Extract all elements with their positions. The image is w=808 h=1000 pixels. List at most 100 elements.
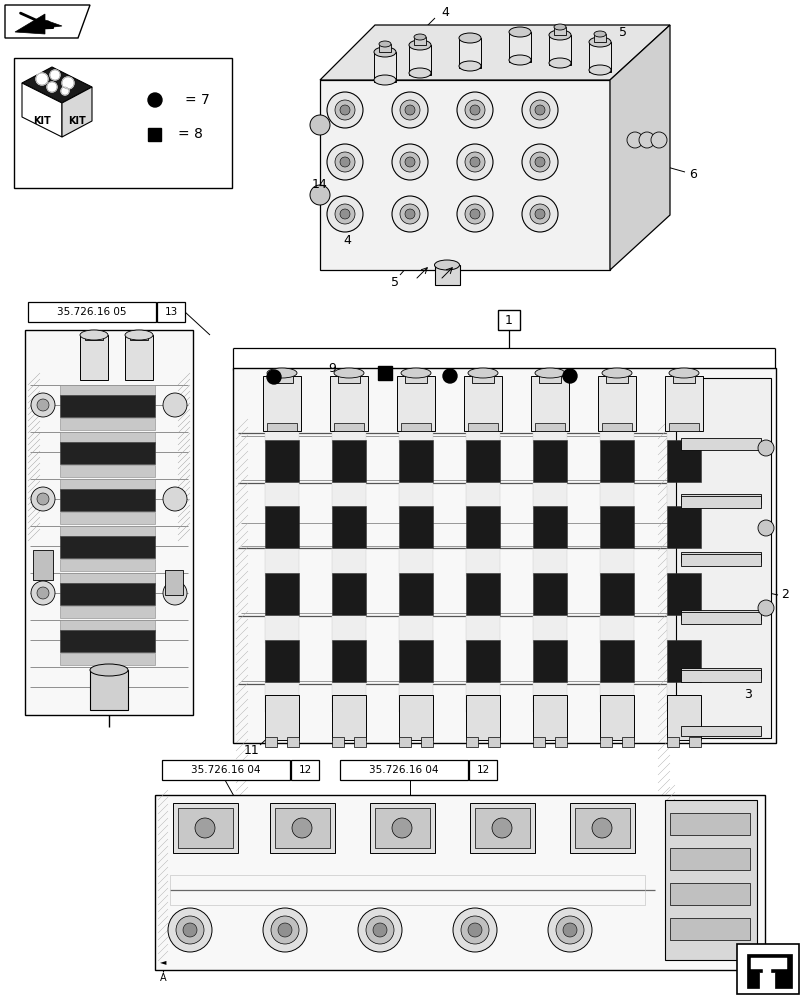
Polygon shape	[320, 80, 610, 270]
Bar	[265, 615, 299, 643]
Bar	[535, 423, 565, 431]
Bar	[533, 640, 567, 682]
Bar	[466, 548, 500, 576]
Circle shape	[405, 209, 415, 219]
Bar	[60, 630, 155, 652]
Bar	[600, 695, 634, 740]
Bar	[263, 376, 301, 431]
Bar	[676, 378, 771, 738]
Circle shape	[340, 209, 350, 219]
Text: 9: 9	[328, 362, 336, 375]
Circle shape	[267, 370, 281, 384]
Bar	[265, 431, 299, 443]
Ellipse shape	[80, 330, 108, 340]
Ellipse shape	[549, 58, 571, 68]
Bar	[375, 808, 430, 848]
Bar	[681, 612, 761, 624]
Bar	[334, 423, 364, 431]
Circle shape	[327, 196, 363, 232]
Bar	[555, 737, 567, 747]
Circle shape	[292, 818, 312, 838]
Polygon shape	[62, 87, 92, 137]
Bar	[291, 760, 319, 780]
Circle shape	[457, 144, 493, 180]
Circle shape	[535, 209, 545, 219]
Bar	[332, 615, 366, 643]
Circle shape	[310, 185, 330, 205]
Bar	[598, 376, 636, 431]
Bar	[265, 506, 299, 548]
Bar	[681, 552, 761, 562]
Bar	[338, 371, 360, 383]
Bar	[600, 440, 634, 482]
Bar	[533, 573, 567, 615]
Ellipse shape	[409, 68, 431, 78]
Ellipse shape	[334, 368, 364, 378]
Bar	[265, 548, 299, 576]
Bar	[600, 431, 634, 443]
Bar	[405, 371, 427, 383]
Circle shape	[470, 105, 480, 115]
Bar	[533, 440, 567, 482]
Bar	[533, 482, 567, 509]
Bar	[466, 440, 500, 482]
Bar	[60, 465, 155, 477]
Bar	[533, 737, 545, 747]
Bar	[667, 682, 701, 712]
Circle shape	[61, 87, 69, 95]
Ellipse shape	[90, 664, 128, 676]
Bar	[509, 32, 531, 62]
Bar	[265, 573, 299, 615]
Bar	[178, 808, 233, 848]
Bar	[681, 554, 761, 566]
Circle shape	[50, 70, 60, 80]
Circle shape	[163, 581, 187, 605]
Bar	[466, 482, 500, 509]
Bar	[622, 737, 634, 747]
Circle shape	[263, 908, 307, 952]
Bar	[60, 489, 155, 511]
Ellipse shape	[401, 368, 431, 378]
Bar	[554, 27, 566, 35]
Text: 13: 13	[164, 307, 178, 317]
Circle shape	[163, 393, 187, 417]
Circle shape	[535, 157, 545, 167]
Bar	[60, 385, 155, 397]
Text: 12: 12	[477, 765, 490, 775]
Ellipse shape	[414, 34, 426, 40]
Bar	[670, 848, 750, 870]
Circle shape	[327, 144, 363, 180]
Text: 35.726.16 04: 35.726.16 04	[369, 765, 439, 775]
Bar	[60, 620, 155, 632]
Bar	[157, 302, 185, 322]
Bar	[570, 803, 635, 853]
Bar	[667, 440, 701, 482]
Circle shape	[340, 157, 350, 167]
Bar	[667, 431, 701, 443]
Bar	[602, 423, 632, 431]
Circle shape	[530, 152, 550, 172]
Bar	[332, 695, 366, 740]
Bar	[399, 506, 433, 548]
Bar	[60, 573, 155, 585]
Polygon shape	[22, 67, 92, 103]
Circle shape	[278, 923, 292, 937]
Bar	[60, 536, 155, 558]
Bar	[600, 548, 634, 576]
Circle shape	[31, 393, 55, 417]
Circle shape	[392, 144, 428, 180]
Text: KIT: KIT	[68, 116, 86, 126]
Bar	[689, 737, 701, 747]
Circle shape	[443, 369, 457, 383]
Ellipse shape	[374, 47, 396, 57]
Bar	[85, 330, 103, 340]
Bar	[409, 45, 431, 75]
Bar	[667, 506, 701, 548]
Circle shape	[392, 818, 412, 838]
Circle shape	[335, 152, 355, 172]
Bar	[681, 496, 761, 508]
Circle shape	[465, 152, 485, 172]
Bar	[466, 682, 500, 712]
Bar	[466, 506, 500, 548]
Text: 35.726.16 04: 35.726.16 04	[191, 765, 261, 775]
